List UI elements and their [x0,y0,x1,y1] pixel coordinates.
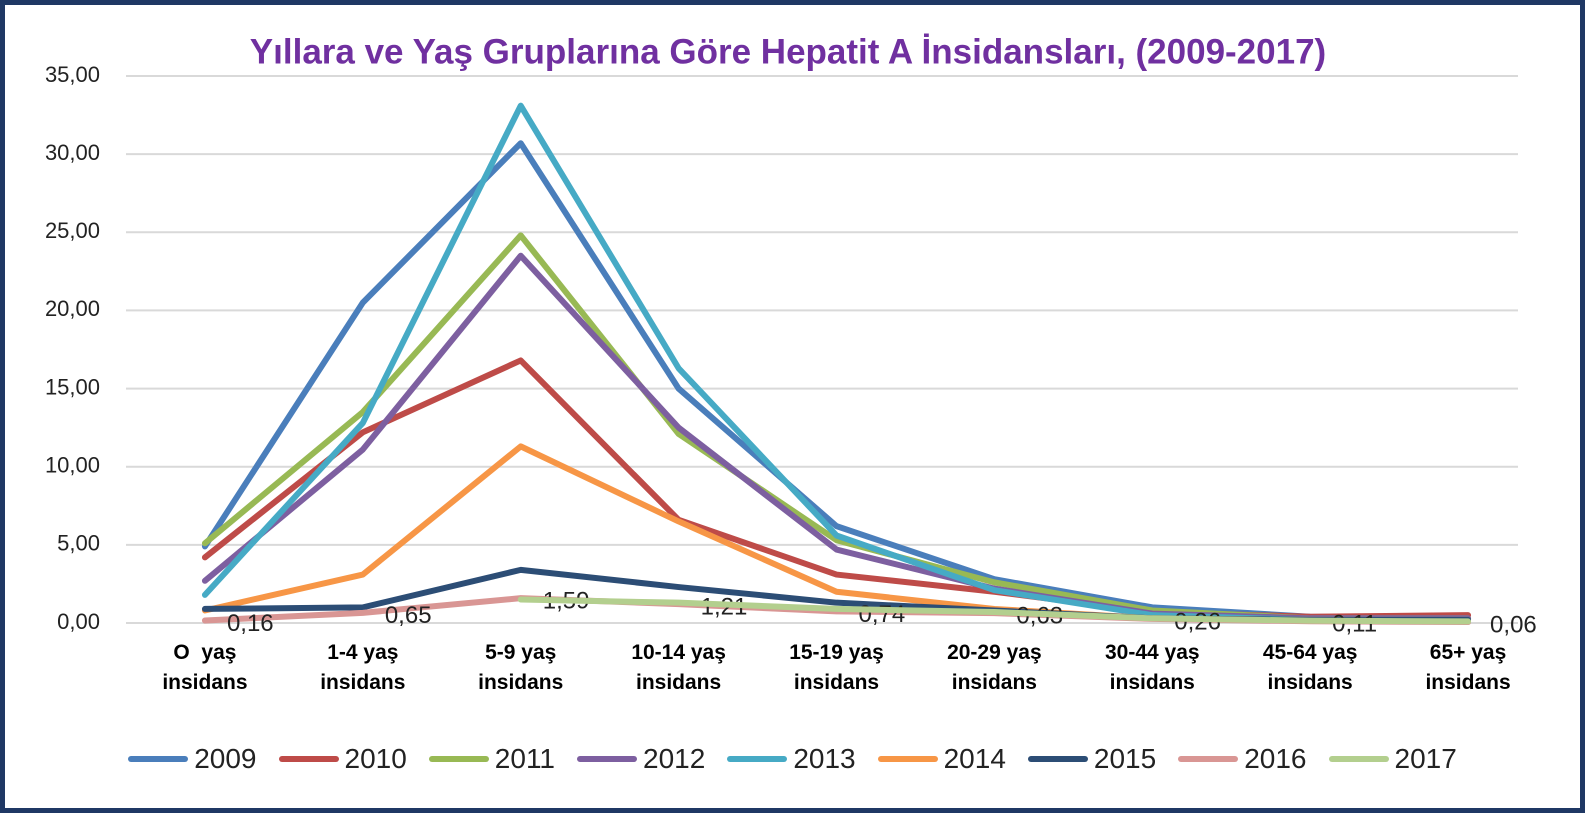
x-tick-label: O yaş insidans [162,641,248,694]
y-tick-label: 15,00 [45,374,100,399]
x-tick-label: 30-44 yaş insidans [1104,641,1206,694]
legend-item: 2016 [1178,743,1307,775]
data-label: 0,06 [1490,611,1537,638]
legend-swatch [577,756,638,762]
x-tick-label: 45-64 yaş insidans [1262,641,1364,694]
series-line [517,596,1472,625]
x-tick-label: 10-14 yaş insidans [631,641,732,694]
x-tick-label: 65+ yaş insidans [1425,641,1513,694]
y-tick-label: 0,00 [57,609,100,634]
legend-label: 2015 [1093,743,1157,774]
legend: 2009 2010 2011 2012 2013 2014 2015 2016 2017 [5,743,1580,775]
legend-item: 2010 [278,743,407,775]
legend-swatch [877,756,938,762]
y-tick-label: 10,00 [45,453,100,478]
legend-swatch [128,756,189,762]
x-tick-label: 1-4 yaş insidans [320,641,406,694]
y-tick-label: 20,00 [45,296,100,321]
legend-label: 2012 [643,743,706,774]
series-line [201,232,1472,622]
legend-swatch [1027,756,1088,762]
legend-item: 2013 [727,743,856,775]
series-line [201,357,1472,620]
legend-swatch [278,756,339,762]
legend-label: 2010 [344,743,407,774]
y-tick-label: 35,00 [45,62,100,87]
legend-label: 2017 [1394,743,1457,774]
y-tick-label: 30,00 [45,140,100,165]
chart-title: Yıllara ve Yaş Gruplarına Göre Hepatit A… [250,32,1326,71]
legend-swatch [1178,756,1239,762]
legend-label: 2013 [793,743,856,774]
x-tick-label: 15-19 yaş insidans [789,641,890,694]
data-label: 0,16 [227,610,274,637]
data-label: 0,65 [385,602,432,629]
legend-label: 2016 [1244,743,1307,774]
y-tick-label: 5,00 [57,531,100,556]
legend-item: 2014 [877,743,1006,775]
x-tick-label: 20-29 yaş insidans [947,641,1048,694]
legend-item: 2009 [128,743,257,775]
legend-label: 2009 [194,743,257,774]
y-tick-label: 25,00 [45,218,100,243]
legend-swatch [1328,756,1389,762]
legend-swatch [727,756,788,762]
legend-item: 2017 [1328,743,1457,775]
legend-swatch [428,756,489,762]
legend-label: 2011 [494,743,556,774]
data-label: 0,11 [1332,611,1377,638]
legend-label: 2014 [943,743,1006,774]
legend-item: 2012 [577,743,705,775]
legend-item: 2011 [428,743,556,775]
data-label: 0,74 [859,601,906,628]
legend-item: 2015 [1027,743,1157,775]
x-tick-label: 5-9 yaş insidans [478,641,564,694]
